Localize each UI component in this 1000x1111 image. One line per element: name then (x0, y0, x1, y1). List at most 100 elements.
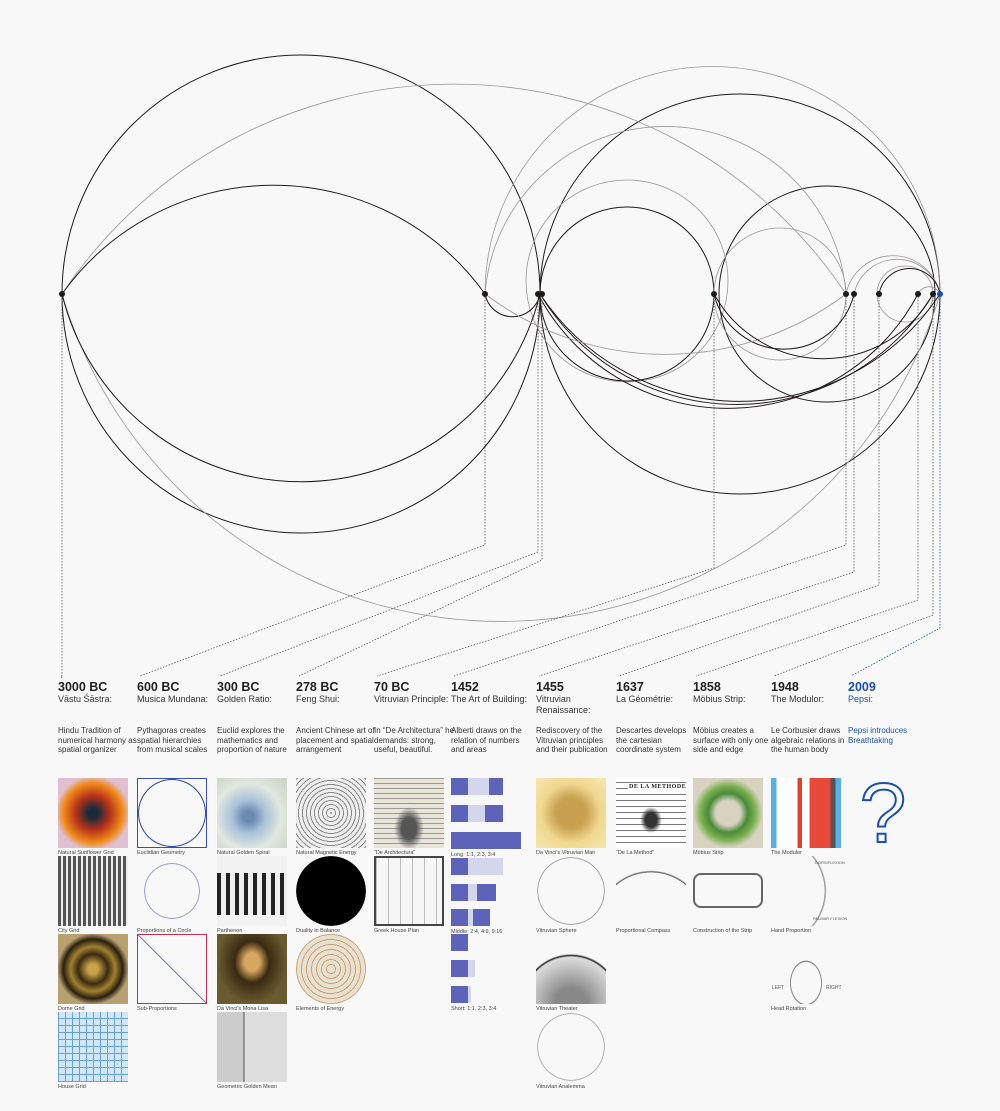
entry-year: 3000 BC (58, 680, 108, 694)
bar-segment (451, 778, 468, 795)
entry-description: Euclid explores the mathematics and prop… (217, 726, 287, 754)
timeline-arc (61, 83, 847, 295)
timeline-arc (537, 293, 919, 409)
entry-name: The Modulor: (771, 694, 825, 704)
leader-line (60, 294, 63, 679)
image-caption: Möbius Strip (693, 850, 724, 856)
timeline-entry: 1858 Möbius Strip: Möbius creates a surf… (693, 680, 773, 754)
image-caption: Da Vinci's Vitruvian Man (536, 850, 596, 856)
bar-segment (451, 884, 468, 901)
image-thumbnail (536, 778, 606, 848)
image-thumbnail (137, 856, 207, 926)
timeline-arc (539, 293, 934, 405)
leader-line (850, 294, 941, 677)
image-caption: Vitruvian Sphere (536, 928, 577, 934)
entry-name: Musica Mundana: (137, 694, 209, 704)
proportion-bar (451, 832, 521, 849)
dorsiflexion-label: DORSIFLEXION (815, 860, 845, 865)
image-caption: Natural Golden Spiral (217, 850, 270, 856)
leader-line (453, 294, 847, 677)
image-caption: Dome Grid (58, 1006, 85, 1012)
bar-segment (467, 960, 476, 977)
image-caption: Long: 1:1, 2:3, 3:4 (451, 852, 496, 858)
entry-year: 600 BC (137, 680, 180, 694)
image-caption: The Modulor (771, 850, 802, 856)
timeline-entry: 300 BC Golden Ratio: Euclid explores the… (217, 680, 297, 754)
image-caption: Hand Proportion (771, 928, 812, 934)
entry-name: Feng Shui: (296, 694, 340, 704)
image-thumbnail (771, 934, 841, 1004)
timeline-arc (61, 184, 486, 295)
image-thumbnail (58, 856, 128, 926)
bar-segment (476, 884, 497, 901)
image-thumbnail (771, 778, 841, 848)
entry-description: Descartes develops the cartesian coordin… (616, 726, 687, 754)
proportion-bar (451, 986, 472, 1003)
image-caption: “De La Method” (616, 850, 655, 856)
leader-line (219, 294, 539, 677)
image-thumbnail (217, 1012, 287, 1082)
proportion-bar (451, 778, 504, 795)
palmar-flexion-label: PALMAR FLEXION (813, 916, 848, 921)
image-caption: Parthenon (217, 928, 243, 934)
bar-segment (451, 832, 521, 849)
image-caption: Duality in Balance (296, 928, 341, 934)
bar-segment (451, 934, 468, 951)
bar-segment (467, 858, 503, 875)
entry-name: Vitruvian Principle: (374, 694, 449, 704)
image-caption: Construction of the Strip (693, 928, 753, 934)
image-caption: Proportions of a Circle (137, 928, 192, 934)
proportion-bar (451, 884, 497, 901)
entry-description: Rediscovery of the Vitruvian principles … (536, 726, 608, 754)
image-thumbnail (217, 934, 287, 1004)
timeline-arc (61, 293, 941, 622)
image-thumbnail (58, 934, 128, 1004)
timeline-arc (539, 293, 941, 402)
entry-description: Hindu Tradition of numerical harmony as … (58, 726, 137, 754)
timeline-arc (878, 268, 941, 295)
leader-line (376, 294, 715, 677)
image-thumbnail (374, 778, 444, 848)
entry-name: Vitruvian Renaissance: (536, 694, 591, 715)
entry-year: 70 BC (374, 680, 410, 694)
timeline-node (482, 291, 488, 297)
image-thumbnail (137, 934, 207, 1004)
entry-name: Vāstu Śāstra: (58, 694, 113, 704)
image-caption: Vitruvian Theater (536, 1006, 578, 1012)
image-caption: Natural Sunflower Grid (58, 850, 114, 856)
entry-year: 1948 (771, 680, 799, 694)
image-thumbnail (296, 934, 366, 1004)
image-thumbnail (693, 778, 763, 848)
bar-segment (489, 778, 504, 795)
leader-line (695, 294, 919, 677)
entry-year: 2009 (848, 680, 876, 694)
head-right-label: RIGHT (826, 985, 842, 991)
timeline-circle (718, 185, 936, 403)
timeline-arc (61, 293, 541, 483)
timeline-arc (853, 258, 941, 295)
bar-segment (451, 805, 468, 822)
entry-year: 1637 (616, 680, 644, 694)
timeline-entry: 1455 Vitruvian Renaissance: Rediscovery … (536, 680, 616, 754)
timeline-arc (713, 293, 855, 350)
image-thumbnail (296, 856, 366, 926)
timeline-circle (713, 227, 847, 361)
image-thumbnail (536, 856, 606, 926)
de-la-methode-title: DE LA METHODE (628, 784, 688, 790)
timeline-arc (484, 66, 941, 295)
image-caption: Head Rotation (771, 1006, 807, 1012)
proportion-bar (451, 858, 503, 875)
timeline-arc (484, 293, 541, 318)
image-caption: House Grid (58, 1084, 86, 1090)
timeline-entry: 1452 The Art of Building: Alberti draws … (451, 680, 531, 754)
question-mark-icon: ? (859, 778, 908, 848)
bar-segment (451, 858, 468, 875)
image-caption: Vitruvian Analemma (536, 1084, 585, 1090)
image-thumbnail (374, 856, 444, 926)
timeline-node (915, 291, 921, 297)
leader-line (773, 294, 934, 677)
timeline-entry: 278 BC Feng Shui: Ancient Chinese art of… (296, 680, 376, 754)
leader-line (538, 294, 855, 677)
